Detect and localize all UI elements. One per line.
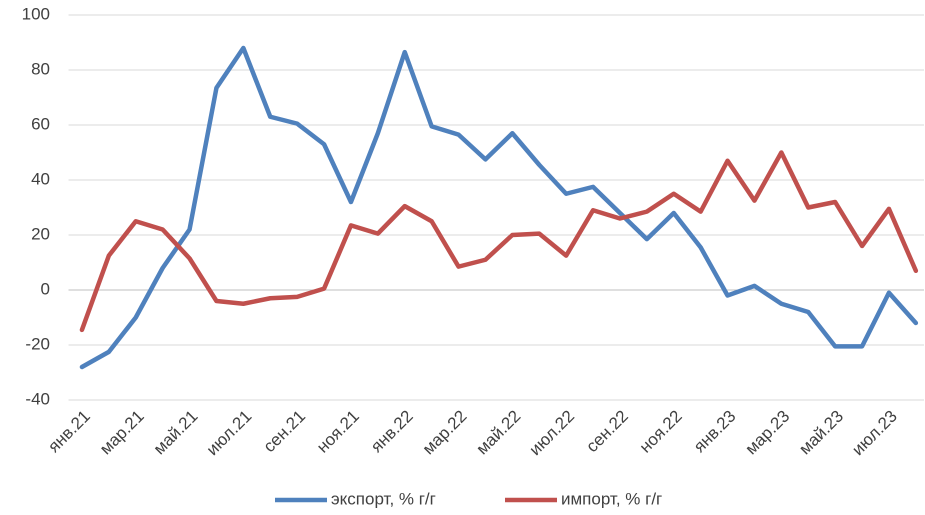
y-tick-label: 20 [31, 224, 50, 243]
x-tick-label: июл.21 [203, 407, 256, 460]
x-tick-label: сен.22 [582, 407, 631, 456]
x-tick-label: мар.23 [742, 407, 794, 459]
x-tick-label: ноя.21 [313, 407, 363, 457]
x-tick-label: май.22 [473, 407, 525, 459]
x-tick-label: мар.22 [419, 407, 471, 459]
x-tick-label: июл.22 [526, 407, 579, 460]
x-tick-label: май.21 [150, 407, 202, 459]
x-tick-label: янв.23 [690, 407, 740, 457]
y-tick-label: -40 [25, 389, 50, 408]
y-tick-label: 80 [31, 59, 50, 78]
x-tick-label: ноя.22 [636, 407, 686, 457]
x-tick-label: июл.23 [848, 407, 901, 460]
y-tick-label: 100 [22, 4, 50, 23]
line-series [79, 45, 919, 370]
y-tick-label: 40 [31, 169, 50, 188]
y-tick-label: -20 [25, 334, 50, 353]
y-tick-label: 0 [41, 279, 50, 298]
legend-label: импорт, % г/г [561, 489, 662, 508]
x-tick-label: янв.22 [367, 407, 417, 457]
x-tick-label: май.23 [795, 407, 847, 459]
x-tick-label: сен.21 [260, 407, 309, 456]
legend-label: экспорт, % г/г [331, 489, 436, 508]
line-series [79, 150, 919, 333]
y-tick-label: 60 [31, 114, 50, 133]
x-tick-label: янв.21 [44, 407, 94, 457]
x-tick-label: мар.21 [96, 407, 148, 459]
